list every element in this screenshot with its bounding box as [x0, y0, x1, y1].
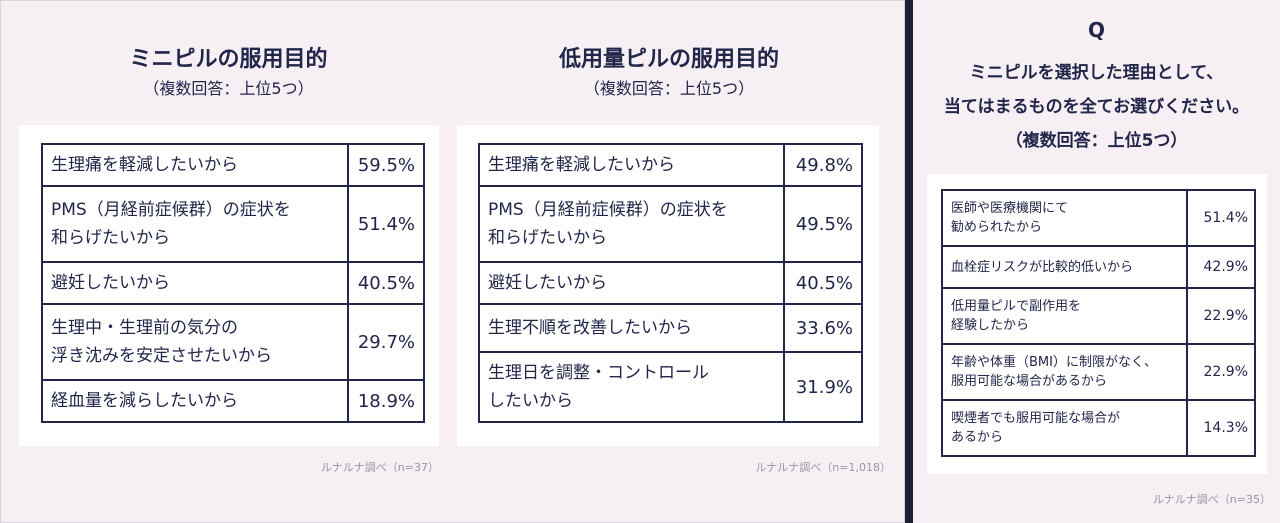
lowdose-chart-title: 低用量ピルの服用目的 [558, 47, 779, 72]
percentage-cell: 40.5% [783, 261, 863, 305]
percentage-cell: 18.9% [347, 379, 425, 423]
table-row: 喫煙者でも服用可能な場合が あるから 14.3% [941, 399, 1256, 457]
percentage-cell: 29.7% [347, 303, 425, 381]
table-row: PMS（月経前症候群）の症状を 和らげたいから 49.5% [478, 185, 863, 263]
table-row: 血栓症リスクが比較的低いから 42.9% [941, 245, 1256, 289]
minipill-chart-title: ミニピルの服用目的 [129, 47, 328, 72]
reason-cell: 生理中・生理前の気分の 浮き沈みを安定させたいから [41, 303, 349, 381]
reason-panel: Q ミニピルを選択した理由として、 当てはまるものを全てお選びください。 （複数… [913, 0, 1280, 523]
lowdose-chart-subtitle: （複数回答：上位5つ） [583, 79, 755, 98]
minipill-source-note: ルナルナ調べ（n=37） [320, 461, 439, 474]
minipill-reason-table: 医師や医療機関にて 勧められたから 51.4% 血栓症リスクが比較的低いから 42.9%… [941, 189, 1256, 457]
reason-cell: 生理痛を軽減したいから [478, 143, 785, 187]
percentage-cell: 59.5% [347, 143, 425, 187]
percentage-cell: 22.9% [1186, 287, 1256, 345]
table-row: 年齢や体重（BMI）に制限がなく、 服用可能な場合があるから 22.9% [941, 343, 1256, 401]
reason-cell: PMS（月経前症候群）の症状を 和らげたいから [41, 185, 349, 263]
question-line-3: （複数回答：上位5つ） [1005, 131, 1188, 151]
percentage-cell: 40.5% [347, 261, 425, 305]
lowdose-source-note: ルナルナ調べ（n=1,018） [755, 461, 891, 474]
percentage-cell: 22.9% [1186, 343, 1256, 401]
percentage-cell: 51.4% [1186, 189, 1256, 247]
percentage-cell: 49.5% [783, 185, 863, 263]
table-row: 避妊したいから 40.5% [478, 261, 863, 305]
table-row: 経血量を減らしたいから 18.9% [41, 379, 425, 423]
question-line-2: 当てはまるものを全てお選びください。 [943, 97, 1250, 117]
reason-cell: 医師や医療機関にて 勧められたから [941, 189, 1188, 247]
reason-cell: 生理痛を軽減したいから [41, 143, 349, 187]
reason-source-note: ルナルナ調べ（n=35） [1152, 493, 1271, 506]
percentage-cell: 31.9% [783, 351, 863, 423]
reason-cell: 年齢や体重（BMI）に制限がなく、 服用可能な場合があるから [941, 343, 1188, 401]
minipill-purpose-table: 生理痛を軽減したいから 59.5% PMS（月経前症候群）の症状を 和らげたいから 51… [41, 143, 425, 423]
table-row: 生理日を調整・コントロール したいから 31.9% [478, 351, 863, 423]
percentage-cell: 51.4% [347, 185, 425, 263]
table-row: 生理中・生理前の気分の 浮き沈みを安定させたいから 29.7% [41, 303, 425, 381]
percentage-cell: 14.3% [1186, 399, 1256, 457]
table-row: 医師や医療機関にて 勧められたから 51.4% [941, 189, 1256, 247]
table-row: PMS（月経前症候群）の症状を 和らげたいから 51.4% [41, 185, 425, 263]
reason-cell: 避妊したいから [41, 261, 349, 305]
lowdose-purpose-table: 生理痛を軽減したいから 49.8% PMS（月経前症候群）の症状を 和らげたいから 49… [478, 143, 863, 423]
table-row: 避妊したいから 40.5% [41, 261, 425, 305]
reason-cell: 血栓症リスクが比較的低いから [941, 245, 1188, 289]
reason-cell: 経血量を減らしたいから [41, 379, 349, 423]
percentage-cell: 33.6% [783, 303, 863, 353]
reason-cell: PMS（月経前症候群）の症状を 和らげたいから [478, 185, 785, 263]
comparison-panel: ミニピルの服用目的 （複数回答：上位5つ） 生理痛を軽減したいから 59.5% PM… [0, 0, 905, 523]
reason-cell: 低用量ピルで副作用を 経験したから [941, 287, 1188, 345]
minipill-chart-subtitle: （複数回答：上位5つ） [143, 79, 314, 98]
reason-cell: 生理日を調整・コントロール したいから [478, 351, 785, 423]
question-line-1: ミニピルを選択した理由として、 [969, 63, 1224, 83]
reason-cell: 喫煙者でも服用可能な場合が あるから [941, 399, 1188, 457]
table-row: 生理痛を軽減したいから 49.8% [478, 143, 863, 187]
reason-cell: 避妊したいから [478, 261, 785, 305]
table-row: 低用量ピルで副作用を 経験したから 22.9% [941, 287, 1256, 345]
reason-cell: 生理不順を改善したいから [478, 303, 785, 353]
table-row: 生理痛を軽減したいから 59.5% [41, 143, 425, 187]
percentage-cell: 42.9% [1186, 245, 1256, 289]
percentage-cell: 49.8% [783, 143, 863, 187]
table-row: 生理不順を改善したいから 33.6% [478, 303, 863, 353]
question-letter: Q [1087, 18, 1105, 42]
